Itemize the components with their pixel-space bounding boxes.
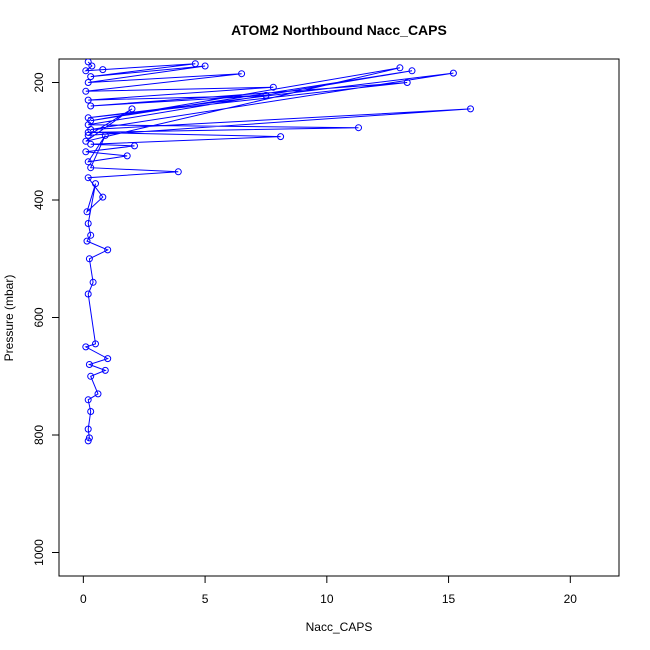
data-point — [99, 66, 107, 74]
data-point — [92, 340, 99, 348]
data-point — [191, 60, 199, 68]
data-point — [84, 396, 92, 404]
data-point — [84, 59, 92, 66]
data-point — [238, 70, 246, 78]
x-tick-label: 5 — [202, 592, 209, 606]
y-axis-label: Pressure (mbar) — [2, 275, 16, 362]
data-point — [467, 105, 474, 113]
data-point — [104, 246, 112, 254]
data-point — [84, 437, 92, 445]
data-point — [403, 79, 411, 86]
data-point — [269, 83, 277, 91]
data-point — [87, 102, 95, 110]
data-point — [87, 231, 95, 239]
axes-layer: 0 5 10 15 20 200 400 600 800 1000 — [32, 72, 577, 606]
data-point — [277, 133, 285, 141]
x-tick-label: 10 — [320, 592, 334, 606]
data-point — [99, 193, 107, 201]
data-point — [355, 124, 362, 132]
data-point — [408, 67, 416, 75]
data-point — [101, 131, 109, 139]
data-point — [87, 140, 95, 148]
data-point — [89, 278, 97, 286]
data-layer — [82, 59, 474, 445]
data-point — [262, 91, 270, 99]
data-point — [87, 73, 95, 81]
data-point — [82, 67, 90, 75]
data-point — [87, 372, 95, 380]
data-point — [84, 158, 92, 166]
y-tick-label: 800 — [32, 425, 46, 445]
series-line-0 — [84, 61, 471, 442]
data-point — [83, 208, 91, 216]
data-point — [85, 255, 93, 263]
y-tick-label: 1000 — [32, 539, 46, 566]
data-point — [87, 408, 95, 415]
data-point — [84, 121, 92, 129]
data-point — [94, 390, 102, 398]
data-point — [84, 79, 92, 86]
data-point — [84, 220, 92, 227]
y-tick-label: 600 — [32, 307, 46, 327]
data-point — [82, 343, 90, 351]
plot-frame — [58, 58, 620, 577]
x-tick-label: 15 — [442, 592, 456, 606]
data-point — [82, 87, 90, 95]
data-point — [92, 180, 99, 188]
data-point — [84, 96, 92, 104]
chart-title: ATOM2 Northbound Nacc_CAPS — [231, 22, 447, 38]
data-point — [123, 152, 131, 160]
y-tick-label: 400 — [32, 190, 46, 210]
data-point — [449, 69, 457, 77]
data-point — [201, 62, 209, 70]
data-point — [84, 128, 92, 136]
y-tick-label: 200 — [32, 72, 46, 92]
data-point — [84, 131, 92, 139]
data-point — [84, 174, 92, 182]
x-axis-label: Nacc_CAPS — [306, 620, 373, 634]
data-point — [101, 366, 109, 374]
x-tick-label: 20 — [564, 592, 578, 606]
data-point — [84, 425, 92, 433]
data-point — [88, 62, 96, 70]
data-point — [85, 361, 93, 368]
data-point — [84, 290, 92, 298]
data-point — [82, 148, 90, 156]
data-point — [83, 237, 91, 245]
x-tick-label: 0 — [80, 592, 87, 606]
data-point — [104, 355, 112, 363]
data-point — [128, 105, 136, 113]
data-point — [174, 168, 182, 176]
data-point — [87, 164, 95, 172]
data-point — [131, 142, 138, 150]
data-point — [396, 64, 404, 72]
